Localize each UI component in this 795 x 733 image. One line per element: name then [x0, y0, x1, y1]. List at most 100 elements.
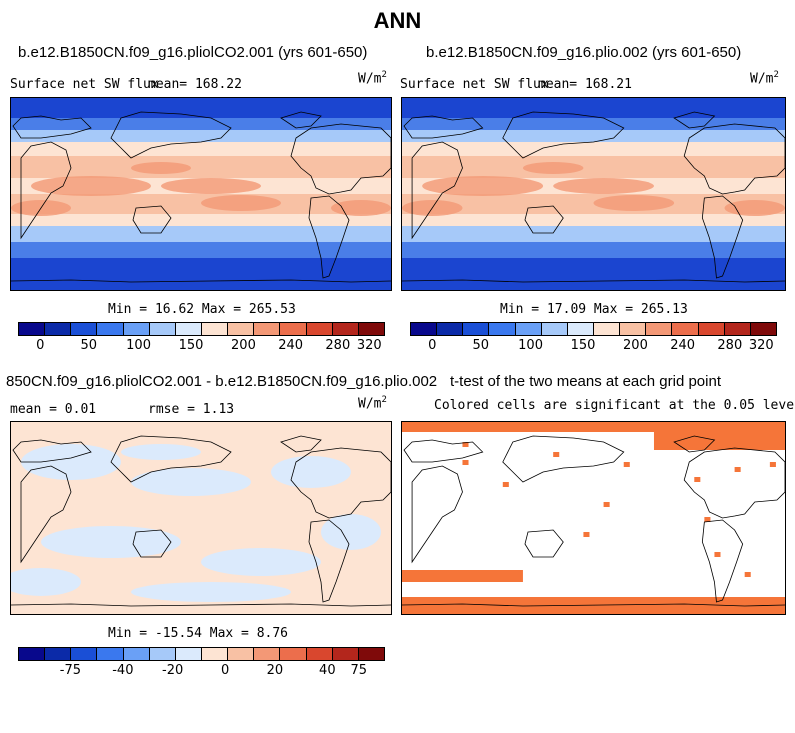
- colorbar-cell: [97, 323, 124, 335]
- coastline: [11, 603, 391, 607]
- colorbar-cell: [411, 323, 438, 335]
- colorbar-tick-label: -75: [59, 663, 82, 678]
- main-title: ANN: [373, 8, 422, 33]
- coastline: [132, 529, 172, 558]
- colorbar-cell: [750, 323, 776, 335]
- panel2-minmax: Min = 17.09 Max = 265.13: [500, 302, 688, 317]
- panel1-map: [10, 97, 392, 291]
- map-band: [402, 194, 785, 214]
- map-blob: [161, 178, 261, 194]
- sig-cell: [714, 552, 721, 557]
- colorbar-cell: [698, 323, 725, 335]
- colorbar-tick-label: 50: [472, 338, 490, 353]
- colorbar-tick-label: -20: [162, 663, 184, 678]
- colorbar-cell: [45, 648, 72, 660]
- colorbar-cell: [437, 323, 464, 335]
- map-band: [11, 214, 391, 226]
- colorbar-cell: [19, 323, 46, 335]
- coastline: [12, 439, 92, 463]
- coastline: [502, 111, 625, 159]
- coastline: [524, 529, 564, 558]
- map-band: [11, 242, 391, 258]
- panel3-map: [10, 421, 392, 615]
- colorbar-tick-label: 280: [325, 338, 351, 353]
- map-blob: [724, 200, 785, 216]
- panel4-map: [401, 421, 786, 615]
- panel3-rmse: rmse = 1.13: [148, 402, 235, 417]
- colorbar-tick-label: -40: [112, 663, 134, 678]
- panel3-colorbar: [18, 647, 385, 661]
- colorbar-tick-label: 0: [36, 338, 45, 353]
- colorbar-tick-label: 50: [80, 338, 98, 353]
- colorbar-cell: [332, 323, 359, 335]
- colorbar-cell: [567, 323, 594, 335]
- map-blob: [271, 456, 351, 488]
- map-background: [402, 422, 785, 614]
- panel2-units: W/m2: [750, 70, 779, 87]
- coastline: [290, 123, 391, 195]
- map-blob: [131, 162, 191, 174]
- colorbar-cell: [175, 648, 202, 660]
- colorbar-cell: [201, 648, 229, 660]
- sig-cell: [603, 502, 610, 507]
- colorbar-tick-label: 20: [266, 663, 284, 678]
- panel4-subtitle: Colored cells are significant at the 0.0…: [434, 398, 795, 413]
- coastline: [20, 141, 72, 240]
- coastline: [110, 111, 232, 159]
- colorbar-cell: [489, 323, 516, 335]
- panel4-title: t-test of the two means at each grid poi…: [450, 373, 721, 390]
- coastline: [308, 519, 350, 603]
- map-band: [11, 142, 391, 156]
- colorbar-tick-label: 150: [570, 338, 596, 353]
- map-blob: [593, 195, 675, 211]
- colorbar-cell: [541, 323, 568, 335]
- coastline: [411, 141, 463, 240]
- panel1-colorbar: [18, 322, 385, 336]
- map-blob: [31, 176, 151, 196]
- colorbar-cell: [332, 648, 359, 660]
- colorbar-cell: [228, 648, 255, 660]
- panel2-title: b.e12.B1850CN.f09_g16.plio.002 (yrs 601-…: [426, 44, 742, 61]
- map-blob: [121, 444, 201, 460]
- colorbar-cell: [672, 323, 699, 335]
- colorbar-tick-label: 240: [670, 338, 696, 353]
- map-blob: [522, 162, 584, 174]
- coastline: [411, 465, 463, 564]
- colorbar-cell: [97, 648, 124, 660]
- map-blob: [11, 568, 81, 596]
- colorbar-cell: [71, 648, 98, 660]
- coastline: [673, 435, 716, 453]
- colorbar-cell: [19, 648, 46, 660]
- coastline: [673, 111, 716, 129]
- panel4-map-svg: [402, 422, 785, 614]
- coastline: [308, 195, 350, 279]
- colorbar-cell: [306, 648, 333, 660]
- colorbar-tick-label: 100: [518, 338, 543, 353]
- panel3-title: 850CN.f09_g16.pliolCO2.001 - b.e12.B1850…: [6, 373, 438, 390]
- colorbar-cell: [228, 323, 255, 335]
- colorbar-cell: [280, 323, 307, 335]
- colorbar-tick-label: 240: [278, 338, 304, 353]
- map-band: [402, 142, 785, 156]
- map-band: [11, 118, 391, 130]
- colorbar-cell: [646, 323, 673, 335]
- map-band: [402, 98, 785, 118]
- map-blob: [41, 526, 181, 558]
- coastline: [502, 435, 625, 483]
- colorbar-cell: [593, 323, 621, 335]
- coastline: [280, 111, 322, 129]
- sig-cell: [553, 452, 560, 457]
- sig-region: [653, 422, 785, 450]
- colorbar-cell: [175, 323, 202, 335]
- map-band: [11, 130, 391, 142]
- map-band: [11, 258, 391, 290]
- map-blob: [21, 444, 121, 480]
- colorbar-cell: [358, 648, 384, 660]
- colorbar-tick-label: 150: [178, 338, 204, 353]
- colorbar-tick-label: 40: [319, 663, 336, 678]
- colorbar-cell: [724, 323, 751, 335]
- panel1-mean: mean= 168.22: [148, 77, 242, 92]
- map-band: [11, 194, 391, 214]
- sig-cell: [694, 477, 701, 482]
- panel1-title: b.e12.B1850CN.f09_g16.pliolCO2.001 (yrs …: [18, 44, 368, 61]
